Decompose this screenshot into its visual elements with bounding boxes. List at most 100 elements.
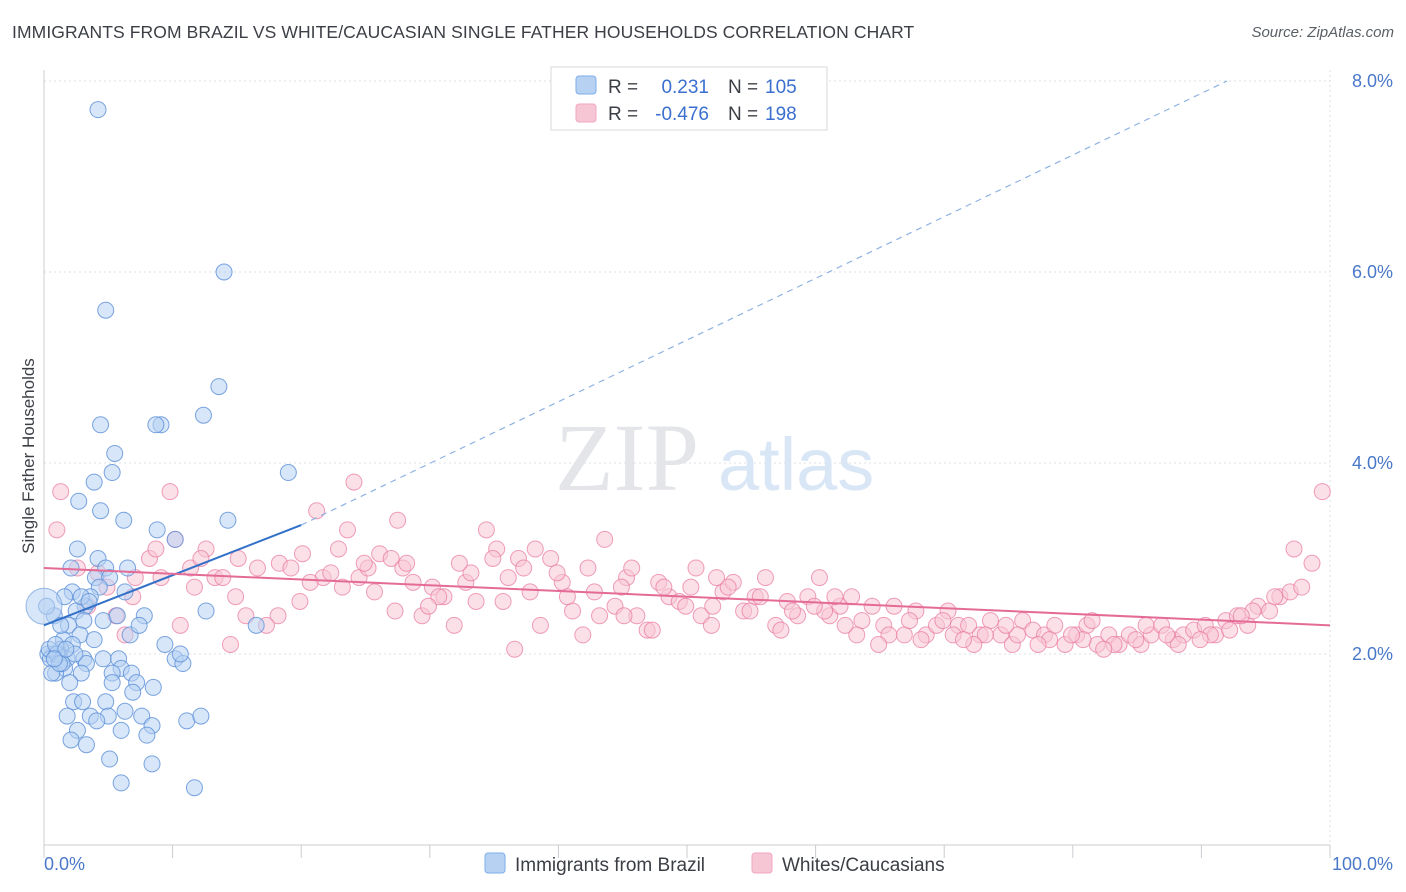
whites-point-13 <box>248 559 266 577</box>
whites-point-161 <box>484 550 502 567</box>
bottom-legend-swatch-whites <box>751 852 773 874</box>
whites-point-181 <box>171 616 189 634</box>
brazil-point-85 <box>185 779 203 797</box>
axes <box>43 70 1331 858</box>
whites-point-183 <box>147 540 165 558</box>
brazil-point-69 <box>58 707 76 725</box>
whites-point-148 <box>687 559 705 577</box>
brazil-point-78 <box>192 707 210 725</box>
whites-point-169 <box>355 554 373 572</box>
legend-box <box>550 66 828 131</box>
trend-lines <box>43 80 1331 627</box>
whites-point-36 <box>521 583 539 601</box>
whites-point-68 <box>863 597 881 615</box>
whites-point-112 <box>1266 588 1284 606</box>
brazil-point-11 <box>85 473 103 491</box>
whites-point-165 <box>420 597 438 615</box>
whites-point-43 <box>596 530 614 548</box>
whites-point-192 <box>506 640 524 658</box>
whites-point-167 <box>386 602 404 620</box>
brazil-point-22 <box>119 559 137 577</box>
legend-r-value-blue: 0.231 <box>661 77 709 98</box>
brazil-point-16 <box>148 521 166 539</box>
whites-point-166 <box>398 554 416 572</box>
whites-point-139 <box>836 616 854 634</box>
brazil-trend-line <box>43 524 302 627</box>
gridlines <box>44 70 1331 845</box>
whites-point-114 <box>1232 607 1250 625</box>
whites-point-32 <box>477 521 495 539</box>
whites-point-3 <box>345 473 363 491</box>
whites-point-1 <box>48 521 66 539</box>
whites-point-180 <box>185 578 203 596</box>
whites-point-29 <box>445 616 463 634</box>
whites-point-127 <box>1029 635 1047 653</box>
whites-point-63 <box>810 569 828 587</box>
whites-point-146 <box>719 578 737 596</box>
whites-point-85 <box>1046 616 1064 634</box>
brazil-point-18 <box>68 540 86 558</box>
x-tick-label-0: 0.0% <box>44 854 85 874</box>
whites-point-25 <box>404 573 422 591</box>
whites-point-172 <box>301 573 319 591</box>
brazil-point-32 <box>197 602 215 620</box>
brazil-point-40 <box>85 631 103 649</box>
brazil-point-35 <box>94 612 112 630</box>
brazil-point-99 <box>130 616 148 634</box>
whites-point-149 <box>677 597 695 615</box>
source-credit: Source: ZipAtlas.com <box>1251 24 1394 41</box>
brazil-point-50 <box>94 650 112 668</box>
whites-point-19 <box>338 521 356 539</box>
whites-point-5 <box>308 502 326 520</box>
whites-point-130 <box>976 626 994 644</box>
whites-point-144 <box>751 588 769 606</box>
whites-point-138 <box>848 626 866 644</box>
whites-point-115 <box>1221 621 1239 639</box>
brazil-point-98 <box>171 645 189 663</box>
x-tick-labels: 0.0% 100.0% <box>44 854 1393 874</box>
whites-point-66 <box>843 588 861 606</box>
whites-point-157 <box>548 564 566 582</box>
brazil-point-68 <box>116 702 134 720</box>
y-axis-label: Single Father Households <box>19 358 38 554</box>
legend-n-label-pink: N = <box>728 104 758 125</box>
brazil-point-8 <box>106 444 124 462</box>
whites-point-15 <box>282 559 300 577</box>
brazil-point-73 <box>178 712 196 730</box>
y-tick-label-1: 4.0% <box>1352 453 1393 473</box>
brazil-point-104 <box>61 674 79 692</box>
brazil-point-3 <box>210 378 228 396</box>
whites-point-134 <box>912 631 930 649</box>
whites-point-155 <box>579 559 597 577</box>
whites-point-135 <box>900 612 918 630</box>
whites-point-168 <box>366 583 384 601</box>
legend-r-label-pink: R = <box>608 104 638 125</box>
whites-point-34 <box>499 569 517 587</box>
brazil-point-79 <box>138 726 156 744</box>
whites-point-79 <box>981 612 999 630</box>
whites-point-12 <box>227 588 245 606</box>
whites-point-18 <box>329 540 347 558</box>
whites-point-150 <box>655 578 673 596</box>
whites-point-23 <box>382 550 400 567</box>
whites-point-125 <box>1063 626 1081 644</box>
legend-swatch-blue <box>575 75 597 95</box>
whites-point-2 <box>161 483 179 501</box>
whites-point-151 <box>643 621 661 639</box>
brazil-point-64 <box>124 683 142 701</box>
brazil-point-1 <box>215 263 233 281</box>
brazil-point-4 <box>194 406 212 424</box>
whites-point-118 <box>1169 635 1187 653</box>
whites-point-53 <box>702 616 720 634</box>
y-tick-label-3: 8.0% <box>1352 71 1393 91</box>
legend-n-value-blue: 105 <box>765 77 797 98</box>
brazil-point-15 <box>115 511 133 529</box>
whites-point-58 <box>756 569 774 587</box>
whites-point-196 <box>954 631 972 649</box>
whites-point-31 <box>467 592 485 610</box>
y-tick-labels: 2.0% 4.0% 6.0% 8.0% <box>1352 71 1393 664</box>
whites-point-195 <box>826 588 844 606</box>
brazil-point-62 <box>103 674 121 692</box>
legend-r-label-blue: R = <box>608 77 638 98</box>
